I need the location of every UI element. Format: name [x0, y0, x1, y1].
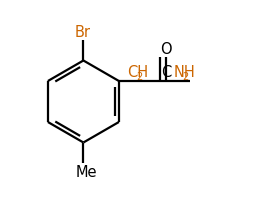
Text: Br: Br	[74, 25, 90, 40]
Text: O: O	[160, 42, 172, 57]
Text: C: C	[161, 64, 171, 79]
Text: 2: 2	[182, 71, 189, 81]
Text: 2: 2	[136, 71, 142, 81]
Text: CH: CH	[128, 64, 149, 79]
Text: Me: Me	[75, 164, 97, 179]
Text: NH: NH	[174, 64, 196, 79]
